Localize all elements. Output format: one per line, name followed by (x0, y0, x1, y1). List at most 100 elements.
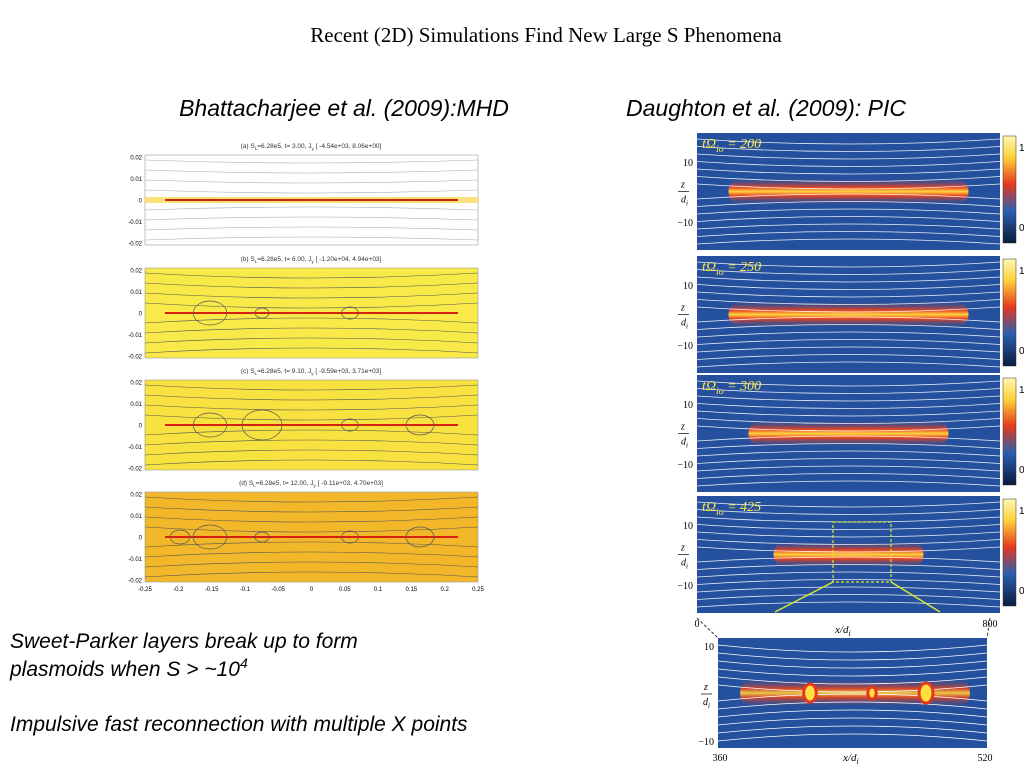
x-tick-label: -0.15 (205, 587, 219, 593)
field-line (717, 644, 988, 653)
notes: Sweet-Parker layers break up to formplas… (9, 630, 468, 736)
subscript: L (253, 483, 256, 488)
x-tick-label: 0.15 (406, 587, 418, 593)
field-line (696, 450, 1001, 457)
subscript: i (686, 563, 688, 571)
zoom-guide (986, 617, 991, 639)
field-line (144, 404, 479, 411)
field-line (696, 324, 1001, 330)
field-line (696, 531, 1001, 538)
colorbar-tick-label: 0 (1019, 346, 1024, 357)
z-label: di (681, 195, 688, 208)
text-part: plasmoids when S > ~10 (9, 658, 240, 681)
z-label: z (680, 303, 685, 314)
field-line (696, 473, 1001, 479)
text-part: (b) S (241, 256, 256, 263)
field-line (696, 331, 1001, 338)
current-band (728, 300, 969, 329)
y-tick-label: 0.02 (130, 269, 142, 275)
field-line (696, 539, 1001, 545)
subscript: io (716, 144, 724, 155)
subscript: i (686, 323, 688, 331)
field-line (696, 299, 1001, 305)
subscript: y (314, 483, 317, 488)
text-part: d (703, 697, 709, 708)
zoom-box (832, 521, 892, 583)
field-line (696, 168, 1001, 175)
colorbar-tick-label: 1 (1019, 385, 1024, 396)
z-tick-label: 10 (683, 521, 693, 532)
subscript: i (856, 757, 858, 766)
field-line (696, 269, 1001, 275)
panel-label: tΩio = 425 (702, 500, 761, 518)
y-tick-label: 0.01 (130, 402, 142, 408)
field-line (696, 410, 1001, 417)
subscript: L (255, 371, 258, 376)
field-line (696, 153, 1001, 160)
panel-caption: (d) SL=6.28e5, t= 12.00, Jy [ -9.11e+03,… (239, 480, 383, 488)
field-line (696, 291, 1001, 298)
field-line (696, 579, 1001, 585)
field-line (144, 159, 479, 164)
field-line (696, 380, 1001, 387)
field-line (144, 302, 479, 309)
field-line (717, 684, 988, 693)
field-line (144, 516, 479, 523)
field-line (696, 586, 1001, 593)
text-part: d (681, 318, 687, 329)
field-line (144, 272, 479, 279)
field-line (144, 439, 479, 446)
field-line (696, 161, 1001, 167)
field-line (696, 339, 1001, 345)
x-label: x/di (834, 624, 851, 638)
field-line (696, 183, 1001, 190)
text-part: tΩ (702, 260, 716, 275)
subscript: i (686, 442, 688, 450)
field-line (696, 354, 1001, 360)
field-line (696, 546, 1001, 553)
field-line (144, 216, 479, 221)
x-tick-label: 0 (695, 619, 700, 630)
panel-label: tΩio = 300 (702, 379, 761, 397)
field-line (144, 384, 479, 391)
y-tick-label: 0 (139, 424, 143, 430)
field-line (696, 193, 1001, 200)
plasmoid (917, 681, 935, 705)
text-part: x/d (834, 624, 849, 636)
x-tick-label: 0.2 (441, 587, 450, 593)
field-line (696, 138, 1001, 145)
x-tick-label: -0.25 (138, 587, 152, 593)
plasmoid (341, 306, 359, 320)
plasmoid (241, 409, 283, 441)
x-tick-label: 0.05 (339, 587, 351, 593)
plasmoid (254, 531, 270, 543)
zoom-x-tick-label: 360 (713, 753, 728, 764)
field-line (717, 725, 988, 734)
plasmoid (192, 300, 228, 326)
z-tick-label: −10 (677, 460, 693, 471)
colorbar-tick-label: 1 (1019, 266, 1024, 277)
x-tick-label: -0.05 (271, 587, 285, 593)
field-line (144, 236, 479, 241)
colorbar-tick-label: 0 (1019, 223, 1024, 234)
text-part: = 250 (724, 260, 761, 275)
subscript: i (708, 702, 710, 710)
note-line: plasmoids when S > ~104 (9, 655, 248, 681)
plasmoid (405, 414, 435, 436)
z-label: z (680, 422, 685, 433)
field-line (144, 414, 479, 421)
subscript: y (311, 371, 314, 376)
colorbar (1002, 258, 1017, 367)
z-label: z (680, 543, 685, 554)
y-tick-label: -0.02 (128, 355, 142, 361)
y-tick-label: -0.01 (128, 333, 142, 339)
y-tick-label: 0 (139, 312, 143, 318)
note-line: Impulsive fast reconnection with multipl… (10, 713, 468, 736)
field-line (717, 660, 988, 669)
z-label: z (680, 180, 685, 191)
field-line (696, 524, 1001, 530)
right-heading: Daughton et al. (2009): PIC (626, 95, 906, 121)
field-line (717, 709, 988, 718)
colorbar-tick-label: 0 (1019, 586, 1024, 597)
